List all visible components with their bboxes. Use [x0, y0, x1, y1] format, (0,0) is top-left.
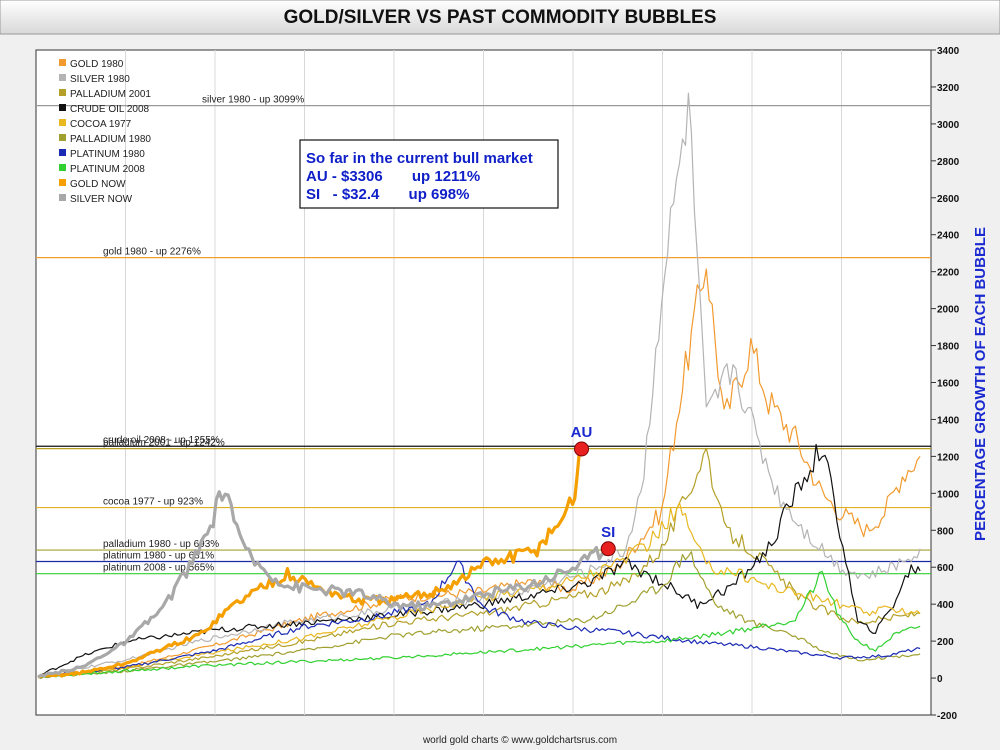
y-axis: -200 0 200 400 600 800 1000 1200 1400 1600 1800 200… — [931, 46, 960, 722]
legend-label: COCOA 1977 — [70, 119, 132, 130]
y-tick-label: 3000 — [937, 120, 960, 131]
y-tick-label: 2200 — [937, 268, 960, 279]
legend-swatch — [59, 89, 66, 96]
y-tick-label: 2000 — [937, 305, 960, 316]
y-tick-label: 3200 — [937, 83, 960, 94]
legend-swatch — [59, 119, 66, 126]
series-group — [37, 92, 921, 679]
annotation-box-frame — [299, 139, 559, 209]
y-tick-label: -200 — [937, 711, 957, 722]
y-axis-label: PERCENTAGE GROWTH OF EACH BUBBLE — [972, 227, 989, 541]
series-line — [38, 570, 921, 678]
legend-swatch — [59, 179, 66, 186]
legend-label: GOLD NOW — [70, 179, 126, 190]
y-tick-label: 0 — [937, 674, 943, 685]
marker-label: AU — [571, 424, 593, 441]
y-tick-label: 1200 — [937, 452, 960, 463]
series-line — [37, 560, 921, 679]
marker-dot — [574, 441, 590, 457]
legend-swatch — [59, 194, 66, 201]
legend-swatch — [59, 74, 66, 81]
legend: GOLD 1980 SILVER 1980 PALLADIUM 2001 CRUDE … — [59, 59, 151, 205]
title-bar — [0, 0, 1000, 35]
series-line — [37, 268, 921, 678]
annotation-line-1: So far in the current bull market — [306, 150, 533, 167]
legend-label: GOLD 1980 — [70, 59, 124, 70]
reference-line-label: cocoa 1977 - up 923% — [103, 497, 203, 508]
legend-swatch — [59, 164, 66, 171]
reference-line-label: platinum 2008 - up 565% — [103, 563, 214, 574]
legend-label: PLATINUM 2008 — [70, 164, 145, 175]
legend-swatch — [59, 149, 66, 156]
y-tick-label: 800 — [937, 526, 954, 537]
reference-line-label: crude oil 2008 - up 1255% — [103, 435, 220, 446]
legend-label: SILVER NOW — [70, 194, 133, 205]
legend-label: PLATINUM 1980 — [70, 149, 145, 160]
y-tick-label: 600 — [937, 563, 954, 574]
reference-lines: silver 1980 - up 3099% gold 1980 - up 227… — [36, 95, 931, 575]
y-tick-label: 1600 — [937, 379, 960, 390]
series-line — [37, 448, 583, 679]
series-line — [37, 92, 921, 678]
y-tick-label: 1400 — [937, 415, 960, 426]
series-line — [37, 502, 921, 678]
annotation-line-3: SI - $32.4 up 698% — [306, 186, 469, 203]
y-tick-label: 2600 — [937, 194, 960, 205]
y-tick-label: 3400 — [937, 46, 960, 57]
legend-label: PALLADIUM 2001 — [70, 89, 151, 100]
legend-swatch — [59, 59, 66, 66]
series-line — [37, 447, 921, 678]
legend-label: SILVER 1980 — [70, 74, 130, 85]
marker-label: SI — [601, 524, 615, 541]
series-line — [37, 443, 921, 677]
y-tick-label: 1800 — [937, 342, 960, 353]
y-tick-label: 200 — [937, 637, 954, 648]
annotation-box: So far in the current bull market AU - $… — [299, 139, 559, 209]
legend-label: CRUDE OIL 2008 — [70, 104, 150, 115]
legend-swatch — [59, 134, 66, 141]
y-tick-label: 400 — [937, 600, 954, 611]
chart-title: GOLD/SILVER VS PAST COMMODITY BUBBLES — [284, 7, 717, 28]
annotation-line-2: AU - $3306 up 1211% — [306, 168, 480, 185]
markers: AU SI — [571, 424, 616, 557]
series-line — [37, 490, 610, 679]
y-tick-label: 1000 — [937, 489, 960, 500]
series-line — [37, 551, 921, 679]
legend-label: PALLADIUM 1980 — [70, 134, 151, 145]
reference-line-label: platinum 1980 - up 631% — [103, 550, 214, 561]
legend-swatch — [59, 104, 66, 111]
marker-dot — [600, 541, 616, 557]
reference-line-label: silver 1980 - up 3099% — [202, 95, 304, 106]
reference-line-label: gold 1980 - up 2276% — [103, 247, 201, 258]
reference-line-label: palladium 1980 - up 693% — [103, 539, 219, 550]
reference-line-label: palladium 2001 - up 1242% — [103, 438, 225, 449]
y-tick-label: 2400 — [937, 231, 960, 242]
y-tick-label: 2800 — [937, 157, 960, 168]
footer-credit: world gold charts © www.goldchartsrus.co… — [422, 735, 617, 746]
